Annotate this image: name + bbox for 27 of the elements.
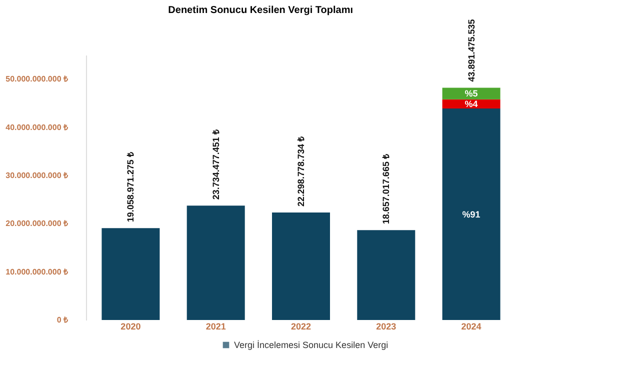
data-label: 22.298.778.734 ₺ [296, 136, 306, 207]
annotation: %91 [462, 209, 480, 220]
y-tick-label: 40.000.000.000 ₺ [6, 122, 68, 132]
x-tick-label: 2023 [376, 322, 396, 332]
y-tick-label: 50.000.000.000 ₺ [6, 74, 68, 84]
x-tick-label: 2021 [206, 322, 226, 332]
y-tick-label: 0 ₺ [56, 316, 68, 324]
data-label: 43.891.475.535 [466, 19, 476, 82]
annotation: %5 [464, 88, 478, 99]
data-label: 18.657.017.665 ₺ [381, 153, 392, 224]
annotation: %4 [464, 98, 478, 109]
data-label: 19.058.971.275 ₺ [126, 151, 136, 222]
y-tick-label: 10.000.000.000 ₺ [6, 267, 68, 276]
bar [357, 230, 416, 320]
x-tick-label: 2024 [461, 322, 482, 332]
x-tick-label: 2022 [290, 322, 312, 332]
bar [102, 228, 160, 320]
chart-title: Denetim Sonucu Kesilen Vergi Toplamı [168, 5, 354, 16]
bar [442, 108, 500, 320]
bar [186, 206, 245, 320]
legend-label: Vergi İncelemesi Sonucu Kesilen Vergi [234, 340, 388, 350]
x-tick-label: 2020 [120, 322, 141, 332]
y-tick-label: 30.000.000.000 ₺ [6, 170, 68, 180]
bar [442, 88, 500, 100]
y-tick-label: 20.000.000.000 ₺ [6, 219, 68, 228]
bar [272, 212, 330, 320]
data-label: 23.734.477.451 ₺ [210, 128, 221, 200]
